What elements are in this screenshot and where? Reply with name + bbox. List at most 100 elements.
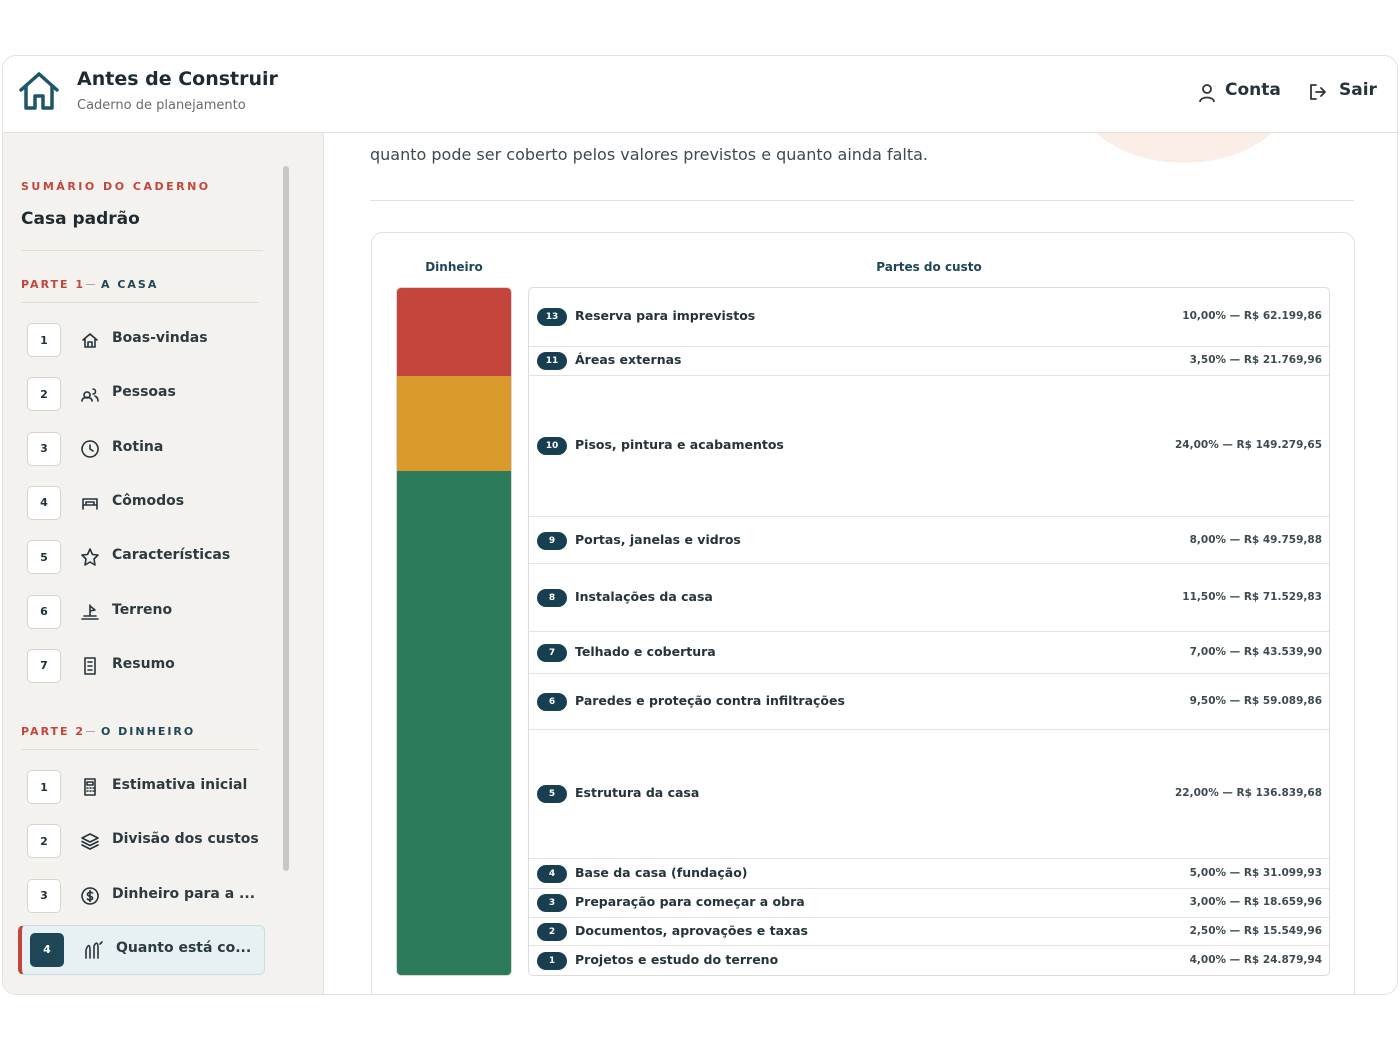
- part-number: 4: [537, 865, 567, 884]
- item-icon: [81, 886, 99, 905]
- part-name: Telhado e cobertura: [575, 643, 716, 659]
- item-number[interactable]: 4: [30, 932, 64, 967]
- part-name: Paredes e proteção contra infiltrações: [575, 692, 845, 708]
- divider: [21, 250, 263, 251]
- part-detail: 9,50% — R$ 59.089,86: [1189, 694, 1322, 707]
- sidebar-label: SUMÁRIO DO CADERNO: [21, 180, 211, 193]
- chart-card: Dinheiro Partes do custo 13 Reserva para …: [371, 232, 1355, 994]
- item-number[interactable]: 3: [27, 878, 61, 913]
- part-name: Projetos e estudo do terreno: [575, 951, 779, 967]
- part-detail: 10,00% — R$ 62.199,86: [1182, 310, 1322, 323]
- item-label[interactable]: Boas-vindas: [112, 330, 208, 346]
- sidebar: SUMÁRIO DO CADERNO Casa padrão PARTE 1 A …: [3, 133, 324, 994]
- cost-part-row: 4 Base da casa (fundação) 5,00% — R$ 31.09…: [529, 859, 1329, 889]
- part-detail: 4,00% — R$ 24.879,94: [1189, 953, 1322, 966]
- item-label[interactable]: Rotina: [112, 438, 164, 455]
- parts-list: 13 Reserva para imprevistos 10,00% — R$ 62…: [528, 287, 1330, 976]
- divider: [21, 749, 259, 750]
- money-segment: [397, 288, 511, 376]
- part-name: Preparação para começar a obra: [575, 894, 805, 910]
- part-number: 8: [537, 589, 567, 608]
- intro-text: quanto pode ser coberto pelos valores pr…: [370, 145, 928, 164]
- app-window: Antes de Construir Caderno de planejamen…: [2, 55, 1398, 995]
- parts-heading: Partes do custo: [876, 260, 982, 274]
- item-icon: [81, 548, 99, 566]
- part-number: 2: [537, 922, 567, 941]
- divider: [370, 200, 1354, 201]
- divider: [21, 302, 259, 303]
- part-detail: 22,00% — R$ 136.839,68: [1174, 787, 1322, 800]
- notebook-name: Casa padrão: [21, 209, 140, 229]
- part-detail: 7,00% — R$ 43.539,90: [1189, 645, 1322, 658]
- item-number[interactable]: 5: [27, 540, 61, 575]
- cost-part-row: 1 Projetos e estudo do terreno 4,00% — R$ …: [529, 946, 1329, 975]
- cost-part-row: 2 Documentos, aprovações e taxas 2,50% — R…: [529, 918, 1329, 947]
- part-detail: 2,50% — R$ 15.549,96: [1189, 924, 1322, 937]
- item-number[interactable]: 7: [27, 648, 61, 683]
- part-name: Instalações da casa: [575, 589, 713, 605]
- part-name: Estrutura da casa: [575, 785, 700, 801]
- part-detail: 3,50% — R$ 21.769,96: [1189, 354, 1322, 367]
- main-content: quanto pode ser coberto pelos valores pr…: [324, 133, 1397, 994]
- part-number: 9: [537, 531, 567, 550]
- item-icon: [81, 833, 99, 851]
- part-number: 7: [537, 643, 567, 662]
- part-number: 6: [537, 692, 567, 711]
- part-number: 3: [537, 894, 567, 913]
- account-button[interactable]: Conta: [1225, 80, 1281, 100]
- item-label[interactable]: Terreno: [112, 601, 173, 618]
- part-number: 11: [537, 352, 567, 371]
- item-icon: [81, 603, 99, 620]
- decoration: [1074, 133, 1294, 163]
- scrollbar[interactable]: [283, 166, 289, 871]
- item-label[interactable]: Estimativa inicial: [112, 777, 248, 793]
- part-name: Portas, janelas e vidros: [575, 531, 741, 547]
- part-detail: 8,00% — R$ 49.759,88: [1189, 533, 1322, 546]
- item-icon: [81, 388, 99, 403]
- item-icon: [85, 941, 103, 959]
- item-number[interactable]: 4: [27, 485, 61, 520]
- part-number: 10: [537, 437, 567, 456]
- item-icon: [84, 656, 96, 675]
- part-number: 1: [537, 951, 567, 970]
- item-number[interactable]: 1: [27, 770, 61, 804]
- part-name: Documentos, aprovações e taxas: [575, 922, 808, 938]
- section-part: PARTE 2: [21, 725, 86, 738]
- part-detail: 24,00% — R$ 149.279,65: [1174, 439, 1322, 452]
- part-name: Base da casa (fundação): [575, 865, 748, 881]
- section-name: A CASA: [101, 278, 159, 291]
- item-label[interactable]: Cômodos: [112, 492, 185, 509]
- item-icon: [84, 778, 96, 796]
- part-number: 13: [537, 308, 567, 327]
- item-number[interactable]: 3: [27, 431, 61, 466]
- section-part: PARTE 1: [21, 278, 86, 291]
- item-label[interactable]: Pessoas: [112, 384, 176, 401]
- item-label[interactable]: Quanto está co...: [116, 939, 252, 956]
- item-label[interactable]: Dinheiro para a ...: [112, 885, 256, 902]
- section-dash: [86, 284, 95, 285]
- app-subtitle: Caderno de planejamento: [77, 98, 246, 113]
- logout-button[interactable]: Sair: [1339, 80, 1377, 100]
- cost-part-row: 13 Reserva para imprevistos 10,00% — R$ 62…: [529, 288, 1329, 347]
- item-icon: [82, 498, 98, 510]
- money-heading: Dinheiro: [425, 260, 483, 274]
- item-label[interactable]: Resumo: [112, 655, 175, 672]
- item-label[interactable]: Características: [112, 547, 231, 564]
- cost-part-row: 5 Estrutura da casa 22,00% — R$ 136.839,68: [529, 730, 1329, 860]
- app-title: Antes de Construir: [77, 68, 278, 90]
- item-label[interactable]: Divisão dos custos: [112, 831, 259, 848]
- item-number[interactable]: 6: [27, 594, 61, 629]
- part-name: Pisos, pintura e acabamentos: [575, 437, 784, 453]
- part-detail: 5,00% — R$ 31.099,93: [1189, 867, 1322, 880]
- account-icon: [1199, 84, 1215, 103]
- section-name: O DINHEIRO: [101, 725, 196, 738]
- part-name: Áreas externas: [575, 352, 682, 368]
- money-segment: [397, 470, 511, 975]
- item-number[interactable]: 2: [27, 824, 61, 859]
- item-number[interactable]: 2: [27, 377, 61, 412]
- item-icon: [81, 439, 99, 458]
- item-number[interactable]: 1: [27, 323, 61, 357]
- cost-part-row: 6 Paredes e proteção contra infiltrações 9…: [529, 674, 1329, 730]
- header: Antes de Construir Caderno de planejamen…: [3, 56, 1397, 133]
